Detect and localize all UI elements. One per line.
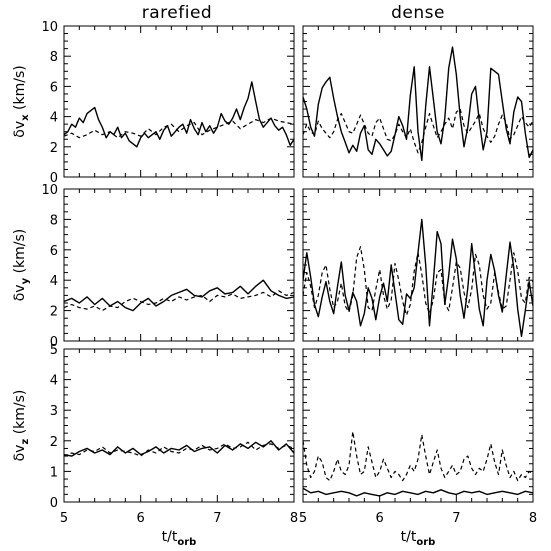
panel-frame <box>63 25 295 178</box>
x-axis-title-sub: orb <box>177 537 196 548</box>
y-tick-label: 2 <box>50 305 58 320</box>
y-tick-label: 5 <box>50 343 58 358</box>
series-line-solid <box>64 279 294 312</box>
y-tick-label: 0 <box>50 335 58 350</box>
x-tick-label: 5 <box>60 511 68 526</box>
y-tick-label: 3 <box>50 404 58 419</box>
x-tick-label: 7 <box>213 511 221 526</box>
series-line-solid <box>303 46 533 162</box>
series-line-dashed <box>303 246 533 316</box>
y-tick-label: 6 <box>50 244 58 259</box>
x-tick-label: 6 <box>137 511 145 526</box>
x-axis-title-sub: orb <box>416 537 435 548</box>
y-axis-title-main: δv <box>12 284 28 301</box>
panel-frame <box>63 188 295 342</box>
x-tick-label: 5 <box>299 511 307 526</box>
y-axis-title-main: δv <box>12 445 28 462</box>
y-tick-label: 4 <box>50 374 58 389</box>
panel-dense-dvx <box>302 25 534 178</box>
series-line-solid <box>303 487 533 497</box>
series-line-solid <box>64 81 294 148</box>
y-tick-label: 4 <box>50 274 58 289</box>
x-tick-label: 8 <box>290 511 298 526</box>
panel-frame <box>302 188 534 342</box>
y-axis-title-unit: (km/s) <box>12 65 28 114</box>
y-tick-label: 10 <box>41 20 58 35</box>
column-title-dense: dense <box>391 3 445 23</box>
x-axis-title-main: t/t <box>401 529 417 545</box>
series-line-dashed <box>303 108 533 154</box>
x-axis-title: t/torb <box>401 529 436 548</box>
panel-dense-dvy <box>302 188 534 342</box>
x-axis-title: t/torb <box>162 529 197 548</box>
y-axis-title-sub: z <box>20 439 31 445</box>
y-tick-label: 8 <box>50 50 58 65</box>
x-tick-label: 6 <box>376 511 384 526</box>
panel-rarefied-dvx: 0 2 4 6 8 10 δvx (km/s) <box>12 20 295 186</box>
y-tick-label: 2 <box>50 435 58 450</box>
y-axis-title: δvy (km/s) <box>12 229 31 302</box>
y-tick-label: 0 <box>50 496 58 511</box>
series-line-dashed <box>303 431 533 482</box>
x-tick-label: 7 <box>452 511 460 526</box>
panel-frame <box>63 348 295 503</box>
x-tick-label: 8 <box>529 511 537 526</box>
panel-rarefied-dvy: 0 2 4 6 8 10 δvy (km/s) <box>12 183 295 350</box>
series-line-solid <box>303 218 533 338</box>
column-title-rarefied: rarefied <box>142 3 212 23</box>
y-axis-title-unit: (km/s) <box>12 390 28 439</box>
y-tick-label: 8 <box>50 213 58 228</box>
series-line-dashed <box>64 117 294 139</box>
panel-rarefied-dvz: 0 1 2 3 4 5 δvz (km/s) 5 6 7 8 t/torb <box>12 343 298 548</box>
y-tick-label: 10 <box>41 183 58 198</box>
series-line-solid <box>64 440 294 457</box>
y-axis-title-main: δv <box>12 121 28 138</box>
y-axis-title: δvz (km/s) <box>12 390 31 462</box>
y-tick-label: 4 <box>50 111 58 126</box>
series-line-dashed <box>64 290 294 312</box>
y-axis-title-sub: x <box>20 114 31 121</box>
series-line-dashed <box>64 441 294 457</box>
y-tick-label: 2 <box>50 141 58 156</box>
y-tick-label: 1 <box>50 465 58 480</box>
y-tick-label: 6 <box>50 80 58 95</box>
x-axis-title-main: t/t <box>162 529 178 545</box>
panel-frame <box>302 25 534 178</box>
y-axis-title-sub: y <box>20 277 31 284</box>
y-axis-title-unit: (km/s) <box>12 229 28 278</box>
panel-dense-dvz: 5 6 7 8 t/torb <box>299 348 537 548</box>
panel-frame <box>302 348 534 503</box>
y-axis-title: δvx (km/s) <box>12 65 31 137</box>
y-tick-label: 0 <box>50 171 58 186</box>
